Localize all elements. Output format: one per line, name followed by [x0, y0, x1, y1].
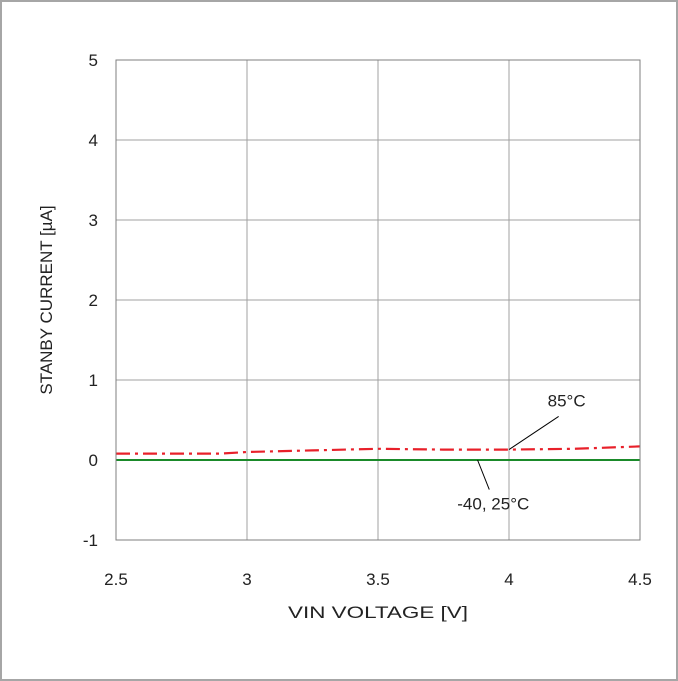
annotation-label: -40, 25°C	[457, 495, 529, 514]
annotation-leader-line	[477, 459, 490, 490]
y-tick-label: 3	[89, 211, 98, 230]
y-axis-label: STANBY CURRENT [µA]	[37, 205, 56, 394]
y-axis-ticks: -1 0 1 2 3 4 5	[83, 51, 98, 550]
x-tick-label: 4	[504, 570, 513, 589]
annotations: 85°C -40, 25°C	[457, 391, 585, 513]
x-tick-label: 3	[242, 570, 251, 589]
y-tick-label: 2	[89, 291, 98, 310]
y-tick-label: 5	[89, 51, 98, 70]
y-tick-label: 1	[89, 371, 98, 390]
annotation-leader-line	[508, 415, 559, 451]
x-tick-label: 4.5	[628, 570, 652, 589]
series-layer	[116, 445, 641, 461]
y-tick-label: 0	[89, 451, 98, 470]
x-axis-ticks: 2.5 3 3.5 4 4.5	[104, 570, 652, 589]
x-tick-label: 3.5	[366, 570, 390, 589]
annotation-label: 85°C	[548, 391, 586, 410]
y-tick-label: 4	[89, 131, 98, 150]
x-axis-label: VIN VOLTAGE [V]	[288, 603, 468, 622]
y-tick-label: -1	[83, 531, 98, 550]
x-tick-label: 2.5	[104, 570, 128, 589]
plot-area	[115, 59, 641, 541]
series-line	[116, 445, 641, 455]
grid	[115, 59, 641, 541]
